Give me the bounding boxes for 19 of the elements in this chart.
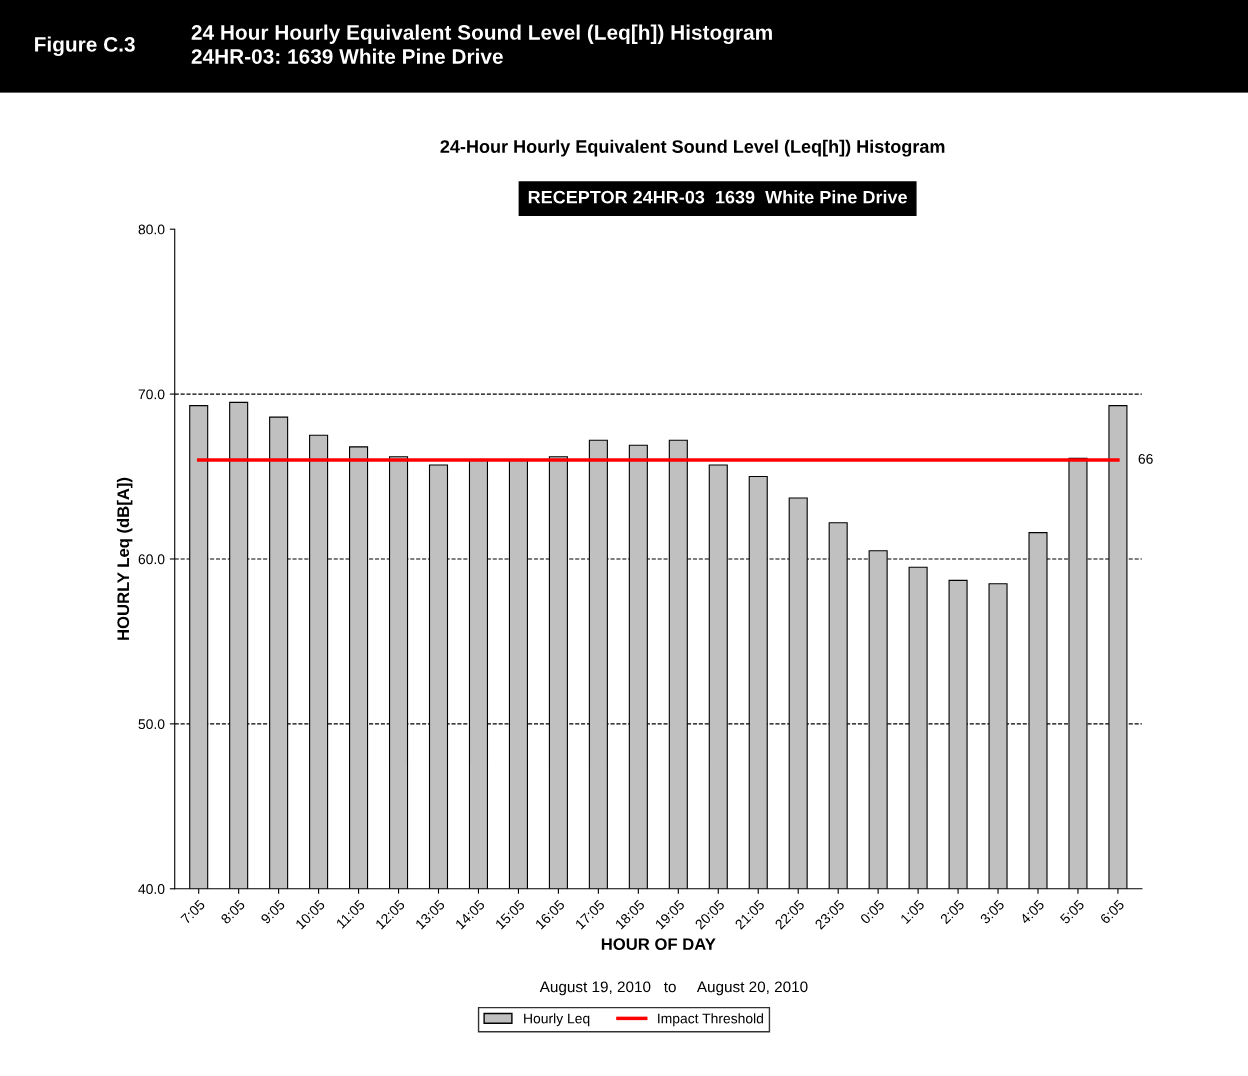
y-tick-label: 60.0: [138, 554, 165, 565]
chart-subtitle: RECEPTOR 24HR-03 1639 White Pine Drive: [528, 190, 907, 204]
x-axis-title: HOUR OF DAY: [601, 938, 716, 951]
text: Figure C.3: [35, 36, 135, 57]
y-tick-label: 50.0: [138, 719, 165, 730]
y-tick-label: 80.0: [138, 224, 165, 235]
annotation: 66: [1138, 453, 1153, 464]
y-tick-label: 40.0: [138, 884, 165, 894]
legend-label: Hourly Leq: [524, 1013, 590, 1027]
y-axis-title: HOURLY Leq (dB[A]): [116, 477, 133, 640]
text: August 19, 2010 to August 20, 2010: [539, 981, 808, 996]
x-tick-label: 7:05: [180, 899, 206, 925]
y-tick-label: 70.0: [138, 389, 165, 400]
chart-title: 24-Hour Hourly Equivalent Sound Level (Leq[h]) Histogram: [440, 139, 945, 157]
x-tick-label: 0:05: [859, 899, 885, 925]
text: 24 Hour Hourly Equivalent Sound Level (Leq[h]) Histogram 24HR-03: 1639 White Pine Drive: [191, 24, 772, 64]
legend-label: Impact Threshold: [658, 1013, 763, 1027]
x-tick-label: 6:05: [1099, 899, 1125, 925]
x-tick-label: 4:05: [1019, 899, 1045, 925]
